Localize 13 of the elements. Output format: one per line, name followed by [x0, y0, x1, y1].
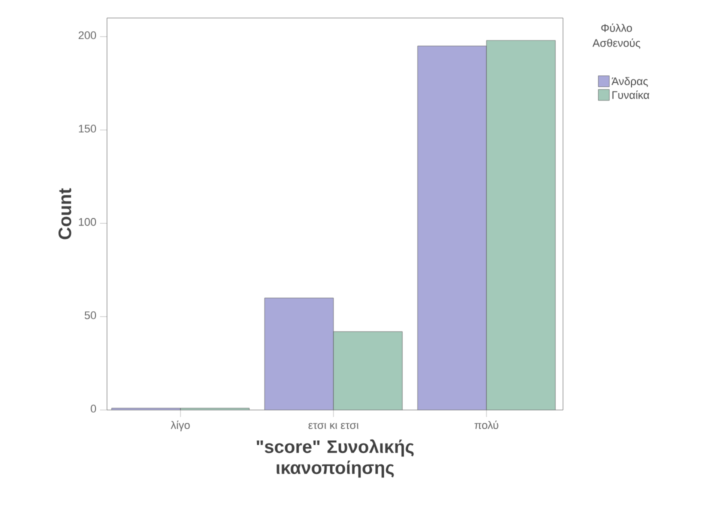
y-tick-label: 50 — [84, 311, 96, 320]
x-tick-label: ετσι κι ετσι — [308, 423, 359, 430]
x-tick-label: λίγο — [170, 420, 190, 432]
y-tick-label: 100 — [78, 218, 96, 226]
y-axis-title: Count — [58, 188, 72, 240]
x-tick-label: πολύ — [474, 420, 498, 430]
x-axis-title: "score" Συνολικής ικανοποίησης — [256, 439, 414, 478]
legend-title: Φύλλο Ασθενούς — [592, 24, 640, 49]
legend-label: Άνδρας — [612, 77, 648, 88]
legend-label: Γυναίκα — [612, 90, 650, 99]
y-tick-label: 0 — [90, 404, 96, 412]
y-tick-label: 150 — [78, 124, 96, 132]
y-tick-label: 200 — [78, 31, 96, 40]
